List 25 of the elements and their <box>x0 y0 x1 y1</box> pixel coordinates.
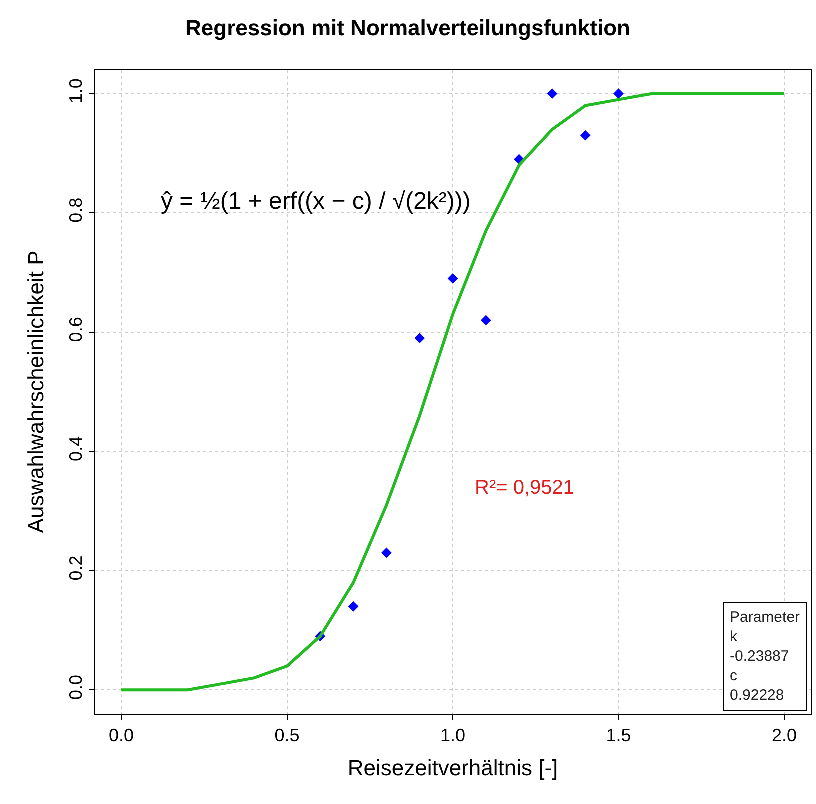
y-tick-label: 0.8 <box>66 198 86 223</box>
x-tick-label: 0.5 <box>274 726 300 746</box>
point <box>382 548 392 558</box>
x-tick-label: 2.0 <box>772 726 797 746</box>
y-tick-label: 0.0 <box>66 674 86 700</box>
point <box>448 274 458 284</box>
y-axis-title: Auswahlwahrscheinlichkeit P <box>24 250 49 534</box>
point <box>614 88 624 100</box>
point <box>580 130 591 141</box>
annotation: ŷ = ½(1 + erf((x − c) / √(2k²))) <box>161 188 471 215</box>
x-tick-label: 1.0 <box>440 726 466 746</box>
x-axis-title: Reisezeitverhältnis [-] <box>348 756 558 780</box>
point <box>480 315 492 326</box>
y-tick-label: 0.6 <box>66 317 86 342</box>
chart-title: Regression mit Normalverteilungsfunktion <box>186 16 630 40</box>
y-tick-label: 0.2 <box>66 556 86 581</box>
annotation: R²= 0,9521 <box>475 477 575 499</box>
x-tick-label: 1.5 <box>606 726 632 746</box>
point <box>414 333 426 344</box>
y-tick-label: 0.4 <box>66 436 86 462</box>
y-tick-label: 1.0 <box>66 78 86 104</box>
annotation: Parameter k -0.23887 c 0.92228 <box>730 609 800 704</box>
point <box>348 601 359 612</box>
x-tick-label: 0.0 <box>109 726 134 746</box>
point <box>547 88 558 100</box>
